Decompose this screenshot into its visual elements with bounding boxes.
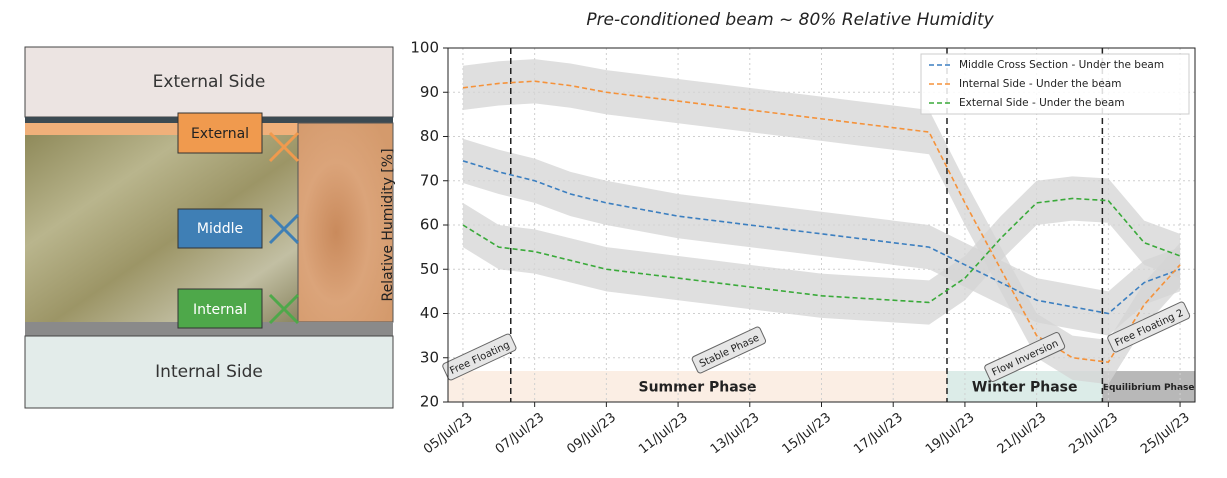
confidence-band <box>462 59 1181 385</box>
confidence-band <box>462 176 1181 325</box>
x-tick-label: 11/Jul/23 <box>636 410 691 457</box>
sensor-cross <box>268 213 300 245</box>
legend-label: Middle Cross Section - Under the beam <box>959 59 1164 71</box>
x-tick-label: 21/Jul/23 <box>995 410 1050 457</box>
phase-annotation: Stable Phase <box>691 326 767 374</box>
phase-label: Winter Phase <box>972 380 1078 396</box>
chart-title: Pre-conditioned beam ~ 80% Relative Humi… <box>586 10 994 30</box>
y-tick-label: 80 <box>420 127 439 145</box>
x-tick-label: 15/Jul/23 <box>780 410 835 457</box>
sensor-label: External <box>191 126 249 142</box>
annotation-box <box>442 333 517 381</box>
inner-layer <box>25 322 393 336</box>
external-side-box <box>24 46 394 118</box>
plot-frame <box>447 47 1196 403</box>
legend-label: Internal Side - Under the beam <box>959 78 1121 90</box>
y-tick-label: 50 <box>420 260 439 278</box>
x-tick-label: 07/Jul/23 <box>493 410 548 457</box>
x-tick-label: 19/Jul/23 <box>923 410 978 457</box>
external-side-label: External Side <box>153 72 266 92</box>
x-tick-label: 09/Jul/23 <box>564 410 619 457</box>
phase-band <box>1102 371 1195 402</box>
y-tick-label: 90 <box>420 83 439 101</box>
phase-band <box>448 371 947 402</box>
internal-side-label: Internal Side <box>155 362 263 382</box>
annotation-box <box>691 326 767 374</box>
y-tick-label: 30 <box>420 348 439 366</box>
x-tick-label: 23/Jul/23 <box>1066 410 1121 457</box>
sensor-label: Middle <box>197 221 243 237</box>
series-line <box>462 160 1181 315</box>
legend-box <box>920 53 1190 115</box>
sensor-cross <box>268 131 300 163</box>
y-tick-label: 60 <box>420 216 439 234</box>
x-tick-label: 17/Jul/23 <box>851 410 906 457</box>
x-tick-label: 25/Jul/23 <box>1138 410 1193 457</box>
y-tick-label: 100 <box>410 39 439 57</box>
sensor-box <box>177 288 263 329</box>
y-tick-label: 70 <box>420 171 439 189</box>
sensor-label: Internal <box>193 302 247 318</box>
phase-label: Summer Phase <box>638 380 756 396</box>
y-tick-label: 40 <box>420 304 439 322</box>
legend-label: External Side - Under the beam <box>959 97 1125 109</box>
annotation-box <box>1107 301 1191 353</box>
annotation-box <box>984 332 1066 382</box>
beam <box>297 122 394 323</box>
sensor-box <box>177 112 263 154</box>
sensor-box <box>177 208 263 249</box>
phase-label: Equilibrium Phase <box>1103 383 1195 393</box>
x-tick-label: 05/Jul/23 <box>421 410 476 457</box>
y-axis-label: Relative Humidity [%] <box>380 148 396 301</box>
internal-side-box <box>24 335 394 409</box>
diagram: External Side Internal Side External Mid… <box>24 46 394 409</box>
sensor-cross <box>268 293 300 325</box>
y-tick-label: 20 <box>420 393 439 411</box>
series-line <box>462 197 1181 304</box>
x-tick-label: 13/Jul/23 <box>708 410 763 457</box>
